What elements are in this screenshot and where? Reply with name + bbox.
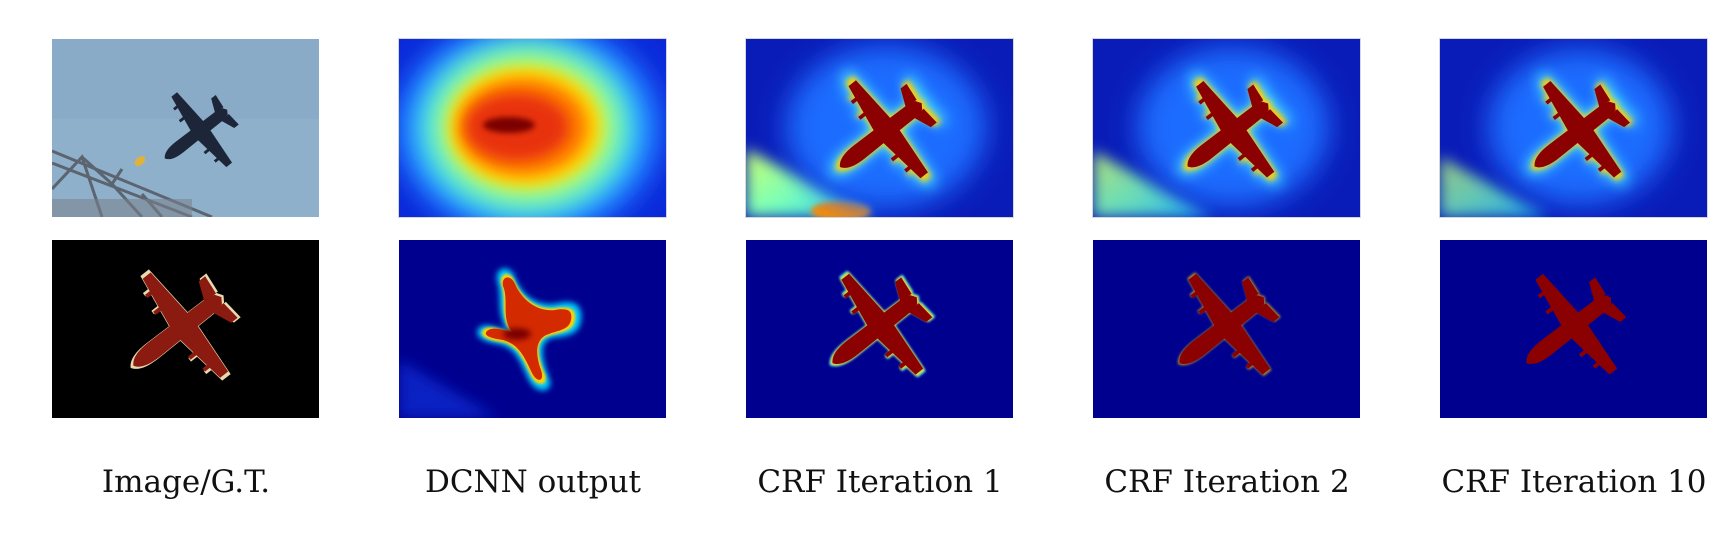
dcnn-output-segmentation <box>399 240 666 418</box>
caption-crf-iteration-1: CRF Iteration 1 <box>757 464 1003 500</box>
caption-dcnn-output: DCNN output <box>424 464 642 500</box>
dcnn-output-heatmap <box>399 39 666 217</box>
caption-crf-iteration-10: CRF Iteration 10 <box>1441 464 1707 500</box>
crf-iteration-1-heatmap <box>746 39 1013 217</box>
caption-crf-iteration-2: CRF Iteration 2 <box>1104 464 1350 500</box>
caption-image-gt: Image/G.T. <box>101 464 271 500</box>
crf-iteration-2-segmentation <box>1093 240 1360 418</box>
ground-truth-mask <box>52 240 319 418</box>
crf-iteration-10-heatmap <box>1440 39 1707 217</box>
input-image <box>52 39 319 217</box>
crf-iteration-2-heatmap <box>1093 39 1360 217</box>
crf-iteration-1-segmentation <box>746 240 1013 418</box>
crf-iteration-10-segmentation <box>1440 240 1707 418</box>
